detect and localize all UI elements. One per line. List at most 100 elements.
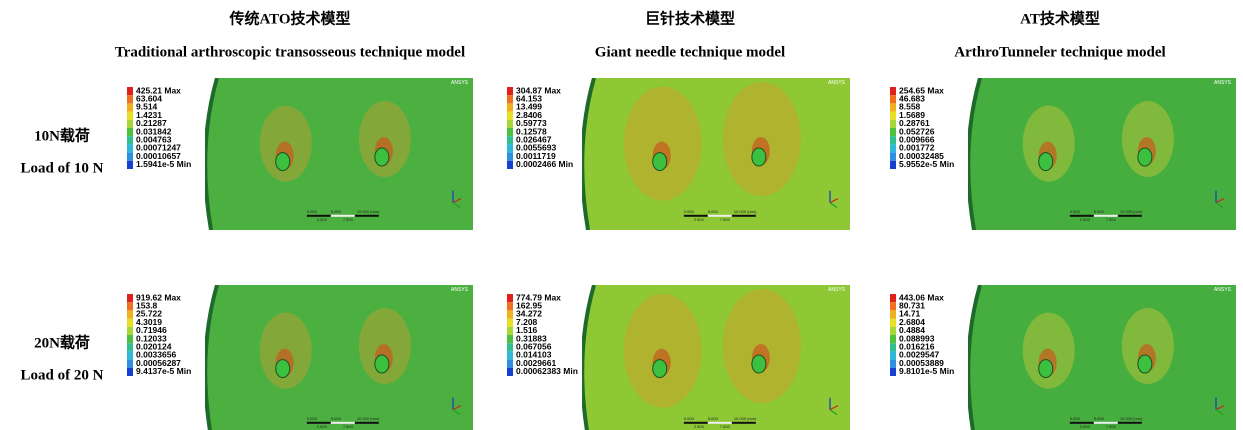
- anchor: [1138, 355, 1152, 373]
- scale-bar-dark: [732, 215, 756, 217]
- scale-label: 2.500: [694, 217, 705, 222]
- legend-label: 9.4137e-5 Min: [136, 366, 191, 376]
- anchor: [276, 360, 290, 378]
- legend-label: 0.0002466 Min: [516, 159, 573, 169]
- legend-swatch: [890, 310, 896, 318]
- legend-swatch: [507, 310, 513, 318]
- scale-bar-dark: [355, 422, 379, 424]
- row-label-zh: 10N载荷: [34, 126, 90, 144]
- fea-image: ANSYS0.0005.00010.000 (mm)2.5007.500: [205, 285, 473, 430]
- legend-swatch: [507, 112, 513, 120]
- legend-swatch: [890, 144, 896, 152]
- legend-swatch: [890, 302, 896, 310]
- legend-swatch: [890, 87, 896, 95]
- legend-swatch: [890, 319, 896, 327]
- anchor: [375, 148, 389, 166]
- scale-label: 0.000: [307, 416, 318, 421]
- scale-label: 7.500: [720, 217, 731, 222]
- anchor: [752, 148, 766, 166]
- anchor: [653, 153, 667, 171]
- anchor: [1039, 360, 1053, 378]
- legend-swatch: [127, 144, 133, 152]
- legend-swatch: [507, 360, 513, 368]
- legend-swatch: [890, 128, 896, 136]
- scale-bar-dark: [1118, 215, 1142, 217]
- legend-swatch: [507, 319, 513, 327]
- scale-label: 10.000 (mm): [734, 209, 757, 214]
- legend-swatch: [890, 368, 896, 376]
- legend-swatch: [127, 112, 133, 120]
- legend-label: 9.8101e-5 Min: [899, 366, 954, 376]
- scale-label: 7.500: [1106, 424, 1117, 429]
- scale-label: 2.500: [317, 217, 328, 222]
- legend-swatch: [890, 351, 896, 359]
- scale-label: 0.000: [684, 209, 695, 214]
- image-bg: [968, 78, 1236, 230]
- legend-swatch: [127, 128, 133, 136]
- legend-swatch: [127, 120, 133, 128]
- scale-label: 10.000 (mm): [734, 416, 757, 421]
- legend-swatch: [890, 343, 896, 351]
- logo: ANSYS: [451, 80, 469, 86]
- legend-label: 0.00062383 Min: [516, 366, 578, 376]
- logo: ANSYS: [1214, 287, 1232, 293]
- scale-label: 7.500: [343, 217, 354, 222]
- legend-swatch: [507, 302, 513, 310]
- legend-swatch: [127, 343, 133, 351]
- image-bg: [205, 285, 473, 430]
- legend-swatch: [507, 144, 513, 152]
- legend-swatch: [127, 351, 133, 359]
- legend-swatch: [127, 335, 133, 343]
- scale-label: 0.000: [1070, 209, 1081, 214]
- column-title-zh: 巨针技术模型: [645, 9, 735, 27]
- logo: ANSYS: [828, 80, 846, 86]
- scale-bar-dark: [732, 422, 756, 424]
- legend-swatch: [890, 360, 896, 368]
- row-label-en: Load of 20 N: [21, 367, 104, 383]
- anchor: [752, 355, 766, 373]
- legend-swatch: [890, 120, 896, 128]
- scale-label: 2.500: [694, 424, 705, 429]
- legend-swatch: [507, 95, 513, 103]
- scale-label: 0.000: [1070, 416, 1081, 421]
- legend-swatch: [127, 95, 133, 103]
- legend-swatch: [890, 294, 896, 302]
- column-title-en: Traditional arthroscopic transosseous te…: [115, 44, 465, 60]
- row-label-en: Load of 10 N: [21, 160, 104, 176]
- legend-swatch: [890, 335, 896, 343]
- image-bg: [968, 285, 1236, 430]
- row-label-zh: 20N载荷: [34, 333, 90, 351]
- fea-image: ANSYS0.0005.00010.000 (mm)2.5007.500: [968, 78, 1236, 230]
- legend-swatch: [507, 136, 513, 144]
- scale-label: 10.000 (mm): [1120, 209, 1143, 214]
- scale-label: 0.000: [307, 209, 318, 214]
- legend-swatch: [507, 153, 513, 161]
- logo: ANSYS: [1214, 80, 1232, 86]
- anchor: [276, 153, 290, 171]
- scale-label: 5.000: [1094, 209, 1105, 214]
- scale-label: 5.000: [708, 416, 719, 421]
- legend-swatch: [507, 87, 513, 95]
- scale-bar-dark: [355, 215, 379, 217]
- column-title-zh: 传统ATO技术模型: [228, 9, 350, 27]
- legend-swatch: [507, 161, 513, 169]
- legend-swatch: [507, 120, 513, 128]
- legend-swatch: [127, 161, 133, 169]
- legend-swatch: [890, 327, 896, 335]
- scale-label: 10.000 (mm): [1120, 416, 1143, 421]
- legend-swatch: [890, 112, 896, 120]
- fea-image: ANSYS0.0005.00010.000 (mm)2.5007.500: [582, 78, 850, 230]
- scale-label: 7.500: [1106, 217, 1117, 222]
- legend-swatch: [127, 136, 133, 144]
- legend-swatch: [127, 294, 133, 302]
- anchor: [1039, 153, 1053, 171]
- figure: 传统ATO技术模型 Traditional arthroscopic transo…: [0, 0, 1243, 430]
- legend-swatch: [127, 319, 133, 327]
- scale-label: 0.000: [684, 416, 695, 421]
- legend-label: 5.9552e-5 Min: [899, 159, 954, 169]
- logo: ANSYS: [451, 287, 469, 293]
- legend-swatch: [507, 128, 513, 136]
- legend-swatch: [127, 87, 133, 95]
- scale-label: 5.000: [331, 209, 342, 214]
- anchor: [1138, 148, 1152, 166]
